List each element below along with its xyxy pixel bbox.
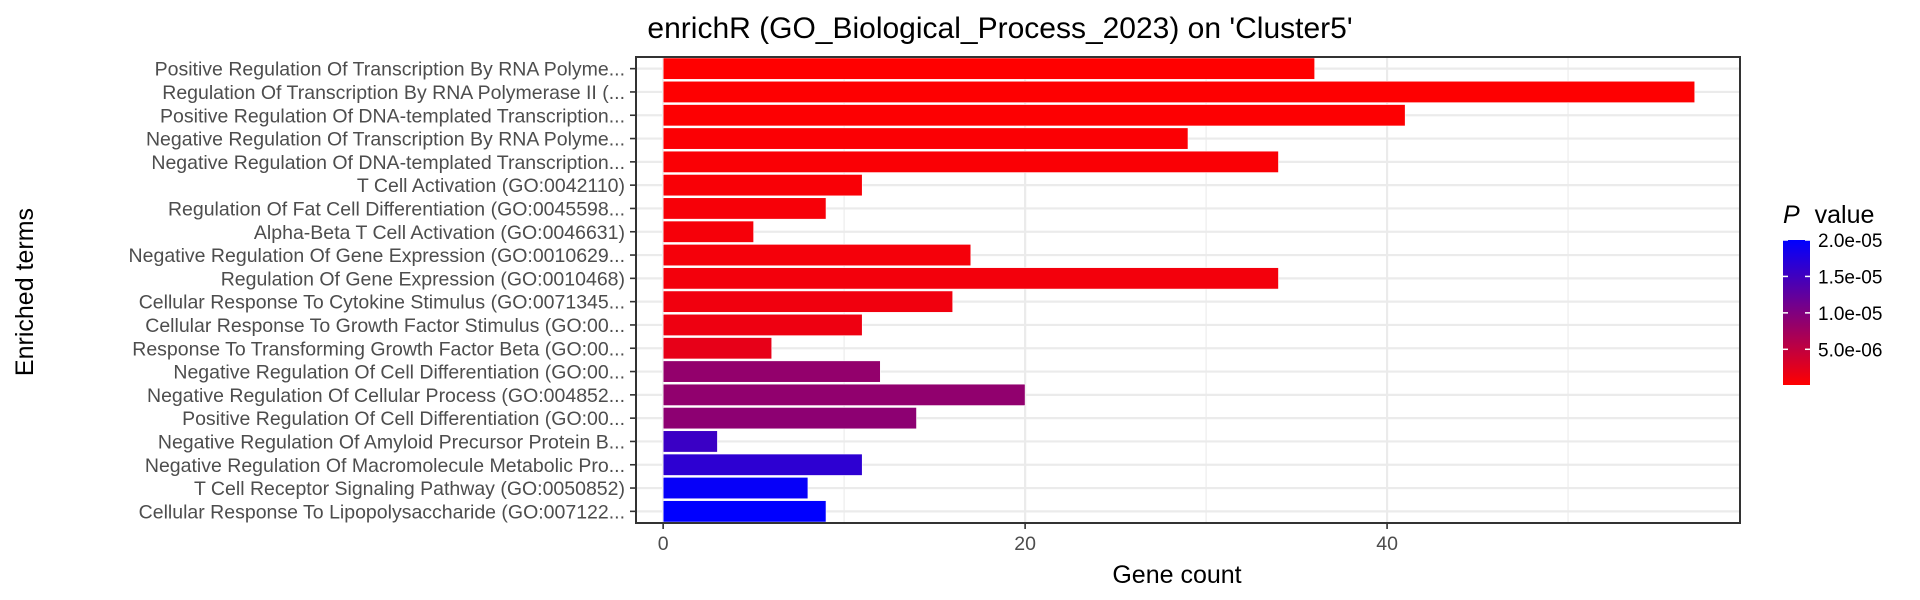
y-tick-label: Negative Regulation Of Amyloid Precursor…	[158, 431, 625, 453]
bar	[662, 360, 881, 383]
y-tick-label: Response To Transforming Growth Factor B…	[132, 338, 625, 360]
bar	[662, 290, 954, 313]
x-axis-title: Gene count	[1112, 561, 1241, 589]
y-tick-label: Cellular Response To Lipopolysaccharide …	[139, 501, 625, 523]
bar	[662, 127, 1189, 150]
bar	[662, 57, 1315, 80]
bar	[662, 220, 754, 243]
bar	[662, 80, 1696, 103]
bar	[662, 267, 1279, 290]
x-tick-label: 20	[1014, 533, 1036, 555]
bar	[662, 244, 972, 267]
y-tick-label: Cellular Response To Growth Factor Stimu…	[145, 315, 625, 337]
y-tick-label: T Cell Receptor Signaling Pathway (GO:00…	[194, 478, 625, 500]
bar	[662, 500, 827, 523]
legend-label: 2.0e-05	[1818, 231, 1882, 252]
y-tick-label: Negative Regulation Of Macromolecule Met…	[145, 455, 625, 477]
y-tick-label: Alpha-Beta T Cell Activation (GO:0046631…	[254, 222, 625, 244]
x-tick-label: 40	[1376, 533, 1398, 555]
bar	[662, 174, 863, 197]
bar	[662, 104, 1406, 127]
legend-title-symbol: P	[1783, 201, 1800, 229]
chart-title: enrichR (GO_Biological_Process_2023) on …	[647, 12, 1352, 45]
bar	[662, 197, 827, 220]
y-axis: Positive Regulation Of Transcription By …	[129, 59, 636, 523]
y-tick-label: Regulation Of Fat Cell Differentiation (…	[168, 198, 625, 220]
legend-title-text: value	[1815, 201, 1875, 229]
bar	[662, 313, 863, 336]
legend-title: P value	[1783, 201, 1874, 229]
legend-label: 5.0e-06	[1818, 340, 1882, 361]
y-tick-label: Cellular Response To Cytokine Stimulus (…	[139, 292, 625, 314]
y-tick-label: Regulation Of Transcription By RNA Polym…	[162, 82, 625, 104]
x-tick-label: 0	[658, 533, 669, 555]
y-tick-label: Positive Regulation Of Transcription By …	[155, 59, 625, 81]
y-tick-label: Negative Regulation Of Cellular Process …	[147, 385, 625, 407]
legend-label: 1.5e-05	[1818, 267, 1882, 288]
gridlines	[636, 57, 1740, 523]
y-tick-label: Positive Regulation Of DNA-templated Tra…	[160, 105, 625, 127]
y-axis-title: Enriched terms	[11, 208, 39, 376]
y-tick-label: Negative Regulation Of Transcription By …	[146, 129, 625, 151]
bar	[662, 407, 917, 430]
bar	[662, 453, 863, 476]
y-tick-label: Negative Regulation Of DNA-templated Tra…	[151, 152, 625, 174]
bar	[662, 383, 1026, 406]
bar	[662, 430, 718, 453]
y-tick-label: Negative Regulation Of Gene Expression (…	[129, 245, 625, 267]
bar	[662, 150, 1279, 173]
plot-panel-border	[635, 56, 1741, 524]
y-tick-label: Positive Regulation Of Cell Differentiat…	[182, 408, 625, 430]
p-value-legend: P value 5.0e-06 1.0e-05 1.5e-05 2.0e-05	[1783, 201, 1882, 385]
x-axis: 0 20 40	[658, 523, 1398, 555]
y-tick-label: T Cell Activation (GO:0042110)	[357, 175, 625, 197]
bar	[662, 337, 773, 360]
bar	[662, 477, 809, 500]
y-tick-label: Regulation Of Gene Expression (GO:001046…	[221, 268, 625, 290]
bars	[662, 57, 1696, 523]
y-tick-label: Negative Regulation Of Cell Differentiat…	[173, 362, 625, 384]
legend-label: 1.0e-05	[1818, 304, 1882, 325]
